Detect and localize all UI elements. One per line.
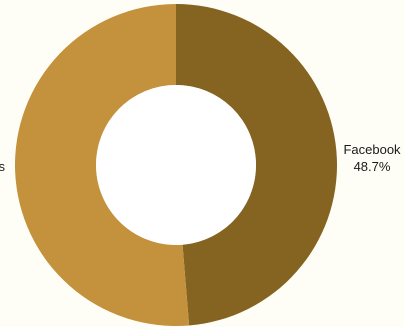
slice-value-facebook: 48.7% xyxy=(354,159,391,174)
slice-label-facebook: Facebook xyxy=(343,142,401,157)
donut-slice-other xyxy=(15,4,190,326)
donut-hole xyxy=(96,85,256,245)
donut-slice-facebook xyxy=(176,4,338,326)
slice-labels: Facebook 48.7% s xyxy=(0,142,401,174)
slice-label-other: s xyxy=(0,159,6,174)
donut-slices xyxy=(15,4,338,326)
